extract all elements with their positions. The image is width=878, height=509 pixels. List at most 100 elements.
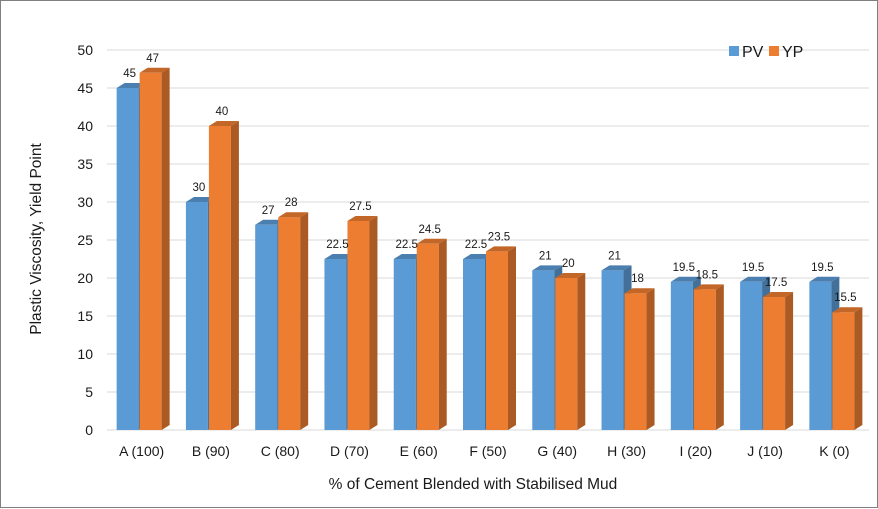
bar-front: [347, 221, 370, 430]
bar-top: [532, 265, 563, 271]
bar-top: [486, 246, 516, 252]
bar-front: [693, 289, 716, 430]
bar-front: [740, 281, 763, 430]
data-label-pv: 22.5: [326, 239, 348, 251]
data-label-pv: 27: [262, 205, 275, 217]
legend-label-yp: YP: [782, 44, 803, 61]
bar-top: [393, 254, 424, 259]
bar-top: [324, 254, 355, 259]
data-label-yp: 15.5: [834, 292, 856, 304]
bar-yp: [486, 246, 516, 430]
x-tick-label: A (100): [119, 443, 164, 459]
x-tick-label: I (20): [679, 443, 712, 459]
bar-front: [393, 259, 416, 430]
data-label-yp: 18.5: [696, 269, 718, 281]
data-label-pv: 19.5: [811, 262, 833, 274]
bar-yp: [347, 216, 378, 430]
bar-front: [532, 270, 555, 430]
x-tick-label: C (80): [261, 443, 300, 459]
bar-top: [555, 273, 586, 278]
x-axis-title: % of Cement Blended with Stabilised Mud: [329, 476, 618, 493]
bar-top: [832, 307, 863, 313]
x-tick-label: G (40): [537, 443, 577, 459]
data-label-yp: 17.5: [765, 277, 787, 289]
bar-top: [139, 67, 170, 73]
bar-yp: [416, 238, 447, 430]
bar-side: [715, 284, 724, 430]
bar-top: [740, 276, 771, 282]
bar-front: [463, 259, 485, 430]
data-label-pv: 45: [123, 68, 136, 80]
data-label-yp: 24.5: [419, 224, 441, 236]
data-label-pv: 22.5: [396, 239, 418, 251]
legend-swatch-pv: [729, 46, 739, 56]
data-label-pv: 22.5: [465, 239, 487, 251]
bar-front: [486, 251, 508, 430]
bar-side: [230, 121, 239, 430]
bar-front: [763, 297, 786, 430]
bar-side: [854, 307, 863, 430]
bar-yp: [208, 121, 239, 430]
bar-yp: [139, 67, 170, 431]
x-tick-label: F (50): [469, 443, 506, 459]
legend: PV YP: [729, 44, 803, 61]
bar-side: [369, 216, 378, 430]
bar-side: [300, 212, 309, 430]
bar-front: [116, 88, 139, 430]
y-tick-label: 25: [77, 232, 93, 248]
bar-side: [508, 246, 516, 430]
bar-front: [185, 202, 208, 430]
data-label-yp: 23.5: [488, 231, 510, 243]
bar-top: [116, 83, 147, 88]
bar-front: [139, 72, 162, 431]
bar-yp: [278, 212, 309, 430]
bar-front: [208, 126, 231, 430]
x-tick-label: J (10): [747, 443, 783, 459]
bar-top: [255, 219, 286, 225]
bar-front: [278, 217, 301, 430]
data-label-yp: 40: [216, 106, 229, 118]
bar-front: [416, 243, 439, 430]
data-label-pv: 19.5: [673, 262, 695, 274]
bar-side: [161, 67, 170, 431]
bar-top: [693, 284, 724, 290]
legend-label-pv: PV: [742, 44, 764, 61]
bars: [116, 67, 863, 431]
data-label-yp: 18: [631, 273, 644, 285]
bar-top: [624, 288, 655, 294]
data-label-yp: 27.5: [349, 201, 371, 213]
y-tick-label: 20: [77, 270, 93, 286]
bar-yp: [693, 284, 724, 430]
data-label-yp: 28: [285, 197, 298, 209]
bar-front: [670, 281, 693, 430]
data-labels: 45473040272822.527.522.524.522.523.52120…: [123, 53, 856, 304]
x-tick-label: D (70): [330, 443, 369, 459]
bar-side: [577, 273, 586, 430]
data-label-pv: 30: [193, 182, 206, 194]
y-tick-label: 50: [77, 42, 93, 58]
data-label-pv: 19.5: [742, 262, 764, 274]
bar-side: [646, 288, 655, 430]
y-tick-label: 30: [77, 194, 93, 210]
x-tick-label: H (30): [607, 443, 646, 459]
bar-top: [347, 216, 378, 221]
bar-front: [255, 224, 278, 430]
x-tick-label: E (60): [400, 443, 438, 459]
bar-top: [763, 292, 794, 297]
bar-top: [416, 238, 447, 244]
bar-front: [809, 281, 832, 430]
bar-front: [601, 270, 624, 430]
y-axis-title: Plastic Viscosity, Yield Point: [28, 143, 45, 335]
y-tick-label: 10: [77, 346, 93, 362]
bar-front: [324, 259, 347, 430]
bar-front: [555, 278, 578, 430]
legend-swatch-yp: [769, 46, 779, 56]
bar-front: [624, 293, 647, 430]
y-tick-label: 15: [77, 308, 93, 324]
bar-yp: [624, 288, 655, 430]
data-label-pv: 21: [608, 250, 621, 262]
data-label-pv: 21: [539, 250, 552, 262]
bar-top: [278, 212, 309, 218]
y-tick-label: 45: [77, 80, 93, 96]
